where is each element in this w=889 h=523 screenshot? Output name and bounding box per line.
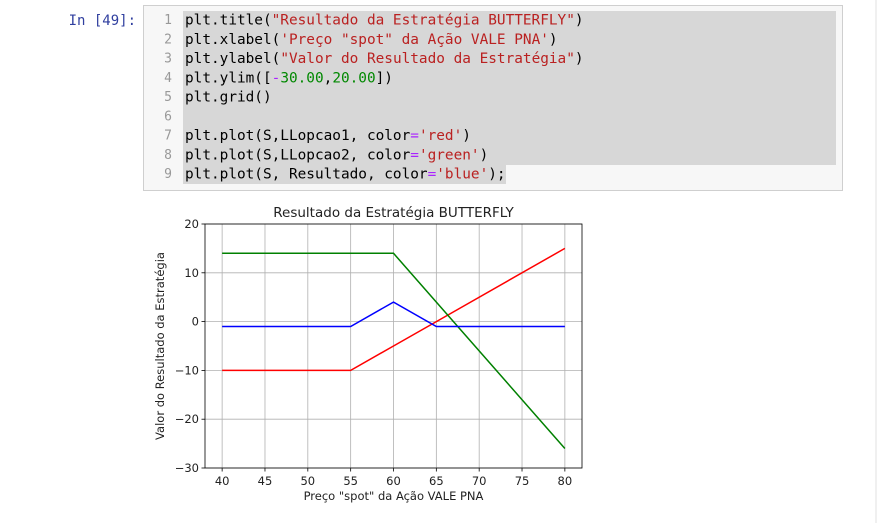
x-tick-label: 75 [515,474,530,488]
code-line: plt.grid() [185,90,272,106]
code-token: ) [575,13,584,29]
input-prompt: In [49]: [69,13,136,29]
code-token: = [410,128,419,144]
code-line: plt.plot(S,LLopcao2, color='green') [185,147,488,163]
line-number: 7 [164,129,172,144]
x-tick-label: 80 [558,474,573,488]
line-number: 2 [164,32,172,47]
line-number: 6 [164,109,172,124]
x-tick-label: 60 [386,474,401,488]
y-tick-label: −20 [175,412,199,426]
x-tick-label: 65 [429,474,444,488]
code-token: ) [480,147,489,163]
code-token: ) [462,128,471,144]
x-tick-label: 50 [300,474,315,488]
code-line: plt.plot(S, Resultado, color='blue'); [185,167,506,183]
y-tick-label: −30 [175,461,199,475]
x-tick-label: 70 [472,474,487,488]
code-token: - [272,70,281,86]
x-axis-label: Preço "spot" da Ação VALE PNA [304,489,484,503]
line-number: 4 [164,71,172,86]
code-token: "Valor do Resultado da Estratégia" [280,51,575,67]
code-token: ]) [376,70,393,86]
code-token: plt.ylabel( [185,51,280,67]
line-number: 8 [164,148,172,163]
code-token: plt.grid() [185,90,272,106]
code-token: , [324,70,333,86]
code-token: plt.plot(S, Resultado, color [185,167,428,183]
code-token: plt.title( [185,13,272,29]
code-token: 'blue' [436,167,488,183]
code-token: plt.plot(S,LLopcao2, color [185,147,411,163]
code-token: 20.00 [332,70,375,86]
line-number: 5 [164,90,172,105]
code-token: ) [575,51,584,67]
code-line: plt.title("Resultado da Estratégia BUTTE… [185,13,584,29]
line-series [222,301,565,328]
code-line: plt.ylabel("Valor do Resultado da Estrat… [185,51,584,67]
y-tick-label: −10 [175,363,199,377]
selection [183,11,836,165]
selection [183,165,506,184]
code-token: ) [549,32,558,48]
line-number: 1 [164,13,172,28]
plot-frame [204,223,583,469]
line-number: 9 [164,167,172,182]
code-token: = [428,167,437,183]
x-tick-label: 45 [258,474,273,488]
code-line: plt.ylim([-30.00,20.00]) [185,70,393,86]
code-token: 'green' [419,147,480,163]
code-token: plt.plot(S,LLopcao1, color [185,128,411,144]
code-token: = [410,147,419,163]
code-line: plt.plot(S,LLopcao1, color='red') [185,128,471,144]
y-tick-label: 20 [184,217,199,231]
code-token: plt.ylim([ [185,70,272,86]
code-token: plt.xlabel( [185,32,280,48]
line-series [222,247,566,372]
y-tick-label: 10 [184,266,199,280]
code-token: 'red' [419,128,462,144]
code-token: 'Preço "spot" da Ação VALE PNA' [280,32,549,48]
y-tick-label: 0 [192,315,199,329]
code-line: plt.xlabel('Preço "spot" da Ação VALE PN… [185,32,558,48]
y-axis-label: Valor do Resultado da Estratégia [153,252,167,440]
x-tick-label: 55 [343,474,358,488]
chart-title: Resultado da Estratégia BUTTERFLY [273,205,514,221]
line-series [222,252,566,449]
x-tick-label: 40 [215,474,230,488]
code-token: ); [488,167,505,183]
code-token: "Resultado da Estratégia BUTTERFLY" [272,13,575,29]
line-number: 3 [164,52,172,67]
code-token: 30.00 [280,70,323,86]
